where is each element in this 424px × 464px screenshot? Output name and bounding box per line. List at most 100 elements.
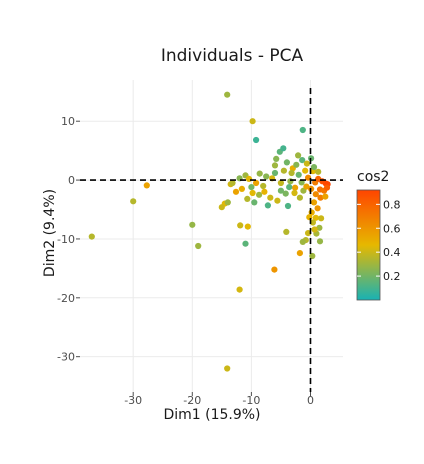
- data-point: [284, 202, 292, 210]
- grid-lines: [80, 80, 343, 392]
- data-point: [295, 152, 302, 159]
- data-point: [305, 174, 312, 181]
- legend-tick-label: 0.8: [383, 198, 401, 211]
- data-point: [248, 184, 255, 191]
- data-point: [273, 155, 280, 162]
- data-point: [88, 233, 95, 240]
- data-point: [299, 126, 306, 134]
- data-point: [309, 219, 316, 226]
- legend-tick-label: 0.6: [383, 222, 401, 235]
- data-point: [283, 159, 290, 166]
- reference-lines: [80, 88, 343, 392]
- data-point: [302, 167, 309, 174]
- data-point: [295, 171, 302, 178]
- data-point: [317, 194, 324, 201]
- data-point: [310, 164, 318, 171]
- chart-title: Individuals - PCA: [161, 46, 304, 66]
- legend-tick-label: 0.2: [383, 270, 401, 283]
- data-point: [224, 91, 231, 98]
- data-point: [244, 223, 251, 230]
- data-point: [263, 173, 270, 180]
- y-tick-label: -30: [57, 351, 75, 364]
- data-point: [296, 194, 303, 201]
- data-point: [195, 242, 202, 250]
- x-axis-ticks: -30 -20 -10 0: [124, 392, 314, 407]
- data-point: [296, 250, 303, 257]
- legend-title: cos2: [357, 169, 389, 185]
- data-point: [312, 191, 319, 198]
- y-tick-label: 0: [68, 174, 75, 187]
- data-point: [316, 238, 324, 245]
- data-point: [244, 195, 251, 202]
- data-point: [218, 204, 225, 211]
- data-point: [318, 215, 325, 222]
- legend-ticks: 0.8 0.6 0.4 0.2: [357, 198, 401, 283]
- data-point: [229, 179, 236, 187]
- data-point: [323, 184, 331, 191]
- data-point: [264, 202, 271, 209]
- data-point: [292, 184, 299, 191]
- data-point: [237, 222, 244, 229]
- data-point: [309, 252, 316, 260]
- data-point: [277, 187, 284, 194]
- data-point: [271, 162, 279, 169]
- data-point: [267, 194, 274, 201]
- data-point: [249, 118, 256, 125]
- data-point: [291, 189, 298, 197]
- data-point: [242, 240, 249, 247]
- data-point: [261, 188, 268, 195]
- y-axis-title: Dim2 (9.4%): [42, 189, 58, 277]
- data-point: [253, 136, 260, 144]
- data-point: [315, 168, 322, 175]
- x-tick-label: 0: [307, 394, 314, 407]
- data-point: [260, 182, 267, 190]
- data-point: [189, 221, 196, 228]
- data-point: [283, 228, 290, 235]
- data-point: [299, 157, 306, 164]
- data-point: [312, 214, 319, 221]
- data-point: [286, 184, 293, 191]
- data-point: [277, 179, 284, 187]
- data-point: [316, 224, 323, 231]
- x-tick-label: -20: [183, 394, 201, 407]
- data-point: [271, 266, 278, 273]
- x-axis-title: Dim1 (15.9%): [163, 407, 260, 423]
- data-point: [305, 230, 312, 237]
- data-point: [282, 190, 289, 197]
- data-point: [299, 238, 306, 245]
- data-point: [288, 169, 295, 177]
- data-point: [314, 205, 321, 212]
- x-tick-label: -10: [242, 394, 260, 407]
- data-point: [143, 182, 150, 189]
- data-point: [251, 199, 258, 206]
- data-point: [236, 286, 243, 293]
- data-points: [88, 91, 331, 372]
- data-point: [238, 185, 245, 192]
- data-point: [232, 188, 240, 195]
- y-tick-label: -10: [57, 233, 75, 246]
- data-point: [249, 189, 256, 197]
- data-point: [245, 175, 253, 182]
- legend-tick-label: 0.4: [383, 246, 401, 259]
- plot-panel: [80, 80, 343, 392]
- data-point: [310, 199, 318, 206]
- data-point: [280, 145, 287, 152]
- data-point: [287, 178, 294, 185]
- data-point: [224, 199, 231, 206]
- y-tick-label: 10: [61, 115, 75, 128]
- legend-colorbar: [356, 189, 381, 301]
- data-point: [311, 226, 318, 233]
- x-tick-label: -30: [124, 394, 142, 407]
- data-point: [253, 179, 260, 187]
- data-point: [256, 170, 263, 177]
- data-point: [280, 167, 287, 174]
- y-tick-label: -20: [57, 292, 75, 305]
- color-legend: cos2 0.8 0.6 0.4 0.2: [356, 169, 401, 301]
- data-point: [293, 161, 300, 168]
- data-point: [306, 214, 313, 221]
- data-point: [303, 160, 310, 167]
- data-point: [256, 191, 263, 198]
- data-point: [274, 197, 281, 204]
- data-point: [224, 365, 231, 372]
